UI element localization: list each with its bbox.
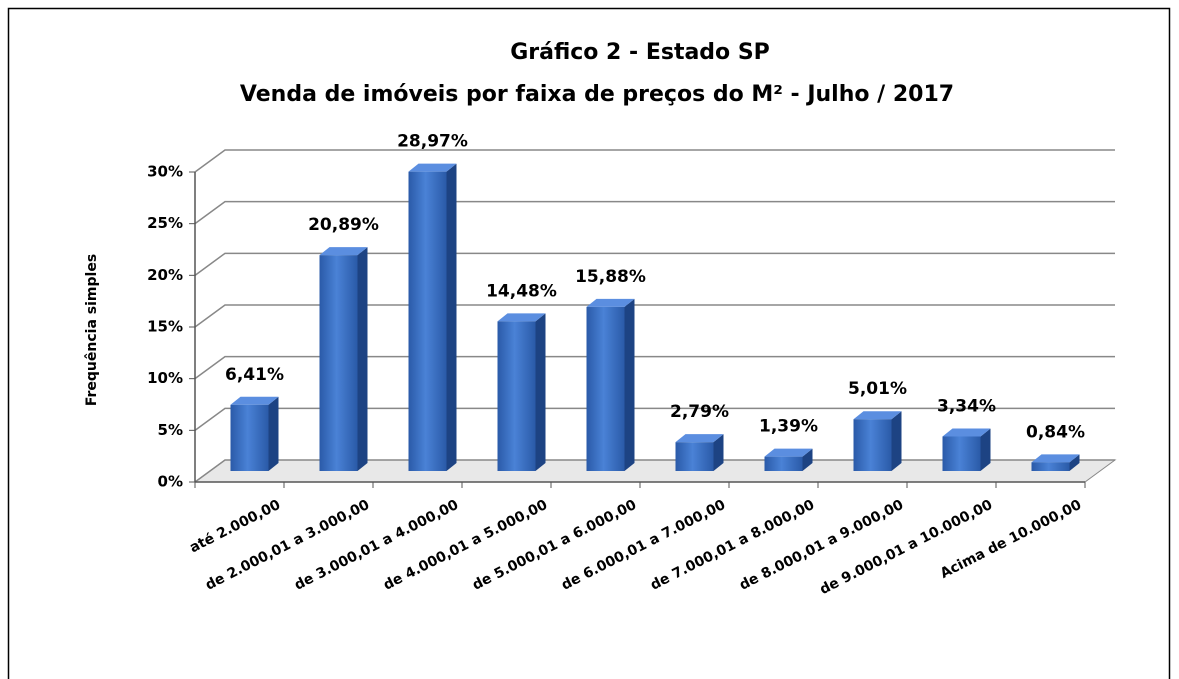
grid-line [194,149,1115,173]
bar-top [1031,454,1080,463]
bar-side [268,396,279,471]
value-label: 2,79% [670,402,729,422]
bar-top [675,434,724,443]
bar [408,171,447,472]
bar-top [764,448,813,457]
value-label: 6,41% [225,365,284,385]
y-tick-label: 0% [158,473,183,491]
value-label: 3,34% [937,396,996,416]
grid-line [194,252,1115,276]
grid-line [194,304,1115,328]
bar-top [586,298,635,307]
bar [497,321,536,471]
bar-side [624,298,635,471]
y-tick-label: 30% [147,163,183,181]
bar [942,436,981,471]
value-label: 20,89% [308,215,379,235]
bar [764,456,803,471]
value-label: 15,88% [575,267,646,287]
value-label: 5,01% [848,379,907,399]
bar-top [497,313,546,322]
chart-subtitle: Venda de imóveis por faixa de preços do … [240,82,954,107]
y-axis-label: Frequência simples [84,254,100,406]
bar-side [802,448,813,471]
bar-top [230,396,279,405]
bar-top [942,428,991,437]
y-tick-label: 25% [147,214,183,232]
bar-side [357,247,368,471]
bar-side [535,313,546,471]
y-tick-label: 5% [158,421,183,439]
bar [319,255,358,471]
bar-side [891,411,902,471]
y-tick-label: 20% [147,266,183,284]
bar [675,442,714,471]
value-label: 14,48% [486,281,557,301]
value-label: 0,84% [1026,422,1085,442]
bar-top [853,411,902,420]
value-label: 28,97% [397,132,468,152]
bar-top [319,247,368,256]
bar-top [408,163,457,172]
bar-side [446,163,457,472]
bar-side [980,428,991,471]
bar [1031,462,1070,471]
bar-side [713,434,724,471]
value-label: 1,39% [759,417,818,437]
grid-line [194,200,1115,225]
chart-title: Gráfico 2 - Estado SP [510,40,770,65]
grid-line [194,355,1115,380]
grid-line [194,459,1115,483]
bar [230,404,269,471]
grid-line [194,407,1115,431]
bar [853,419,892,471]
y-tick-label: 10% [147,369,183,387]
y-tick-label: 15% [147,318,183,336]
bar [586,306,625,471]
bar-side [1069,454,1080,471]
